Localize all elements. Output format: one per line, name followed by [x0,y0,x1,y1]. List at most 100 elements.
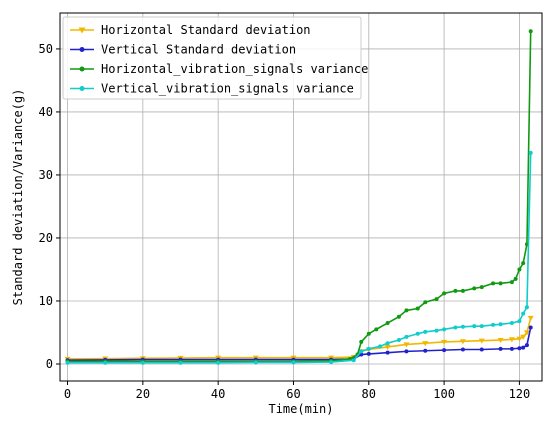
data-point [384,344,391,350]
x-tick-label: 40 [211,387,225,401]
data-point [441,339,448,345]
data-point [528,325,533,330]
data-point [498,322,503,327]
data-point [359,339,364,344]
data-point [103,360,108,365]
data-point [528,150,533,155]
data-point [378,344,383,349]
data-point [498,346,503,351]
data-point [527,315,534,321]
data-point [524,305,529,310]
legend: Horizontal Standard deviation Vertical St… [62,16,368,100]
y-tick-label: 30 [39,168,53,182]
data-point [491,322,496,327]
data-point [521,311,526,316]
data-point [385,321,390,326]
series-1 [64,315,534,362]
x-tick-label: 20 [136,387,150,401]
data-point [479,285,484,290]
data-point [460,288,465,293]
data-point [513,276,518,281]
data-point [498,281,503,286]
data-point [366,351,371,356]
data-point [523,330,530,336]
data-point [396,338,401,343]
data-point [472,286,477,291]
data-point [497,337,504,344]
data-point [434,328,439,333]
data-point [509,321,514,326]
data-point [415,331,420,336]
data-point [517,319,522,324]
data-point [329,360,334,365]
data-point [396,314,401,319]
ticks: 0 20 40 60 80 100 120 0 10 20 30 40 50 [39,42,531,401]
x-tick-label: 60 [286,387,300,401]
data-point [79,66,85,72]
data-point [178,360,183,365]
series-line [67,317,532,360]
legend-entry: Horizontal Standard deviation [70,23,311,37]
legend-entry: Vertical Standard deviation [70,43,296,57]
data-point [79,47,85,52]
y-tick-label: 10 [39,294,53,308]
data-point [351,358,356,363]
data-point [403,342,410,348]
data-point [359,349,364,354]
data-point [374,327,379,332]
legend-entry: Vertical_vibration_signals variance [70,82,354,96]
y-tick-label: 50 [39,42,53,56]
legend-box [62,16,362,100]
data-point [434,297,439,302]
data-point [422,341,429,347]
y-axis-label: Standard deviation/Variance(g) [11,89,25,306]
data-point [479,324,484,329]
data-point [516,336,523,342]
data-point [385,350,390,355]
data-point [253,360,258,365]
data-point [517,267,522,272]
data-point [479,347,484,352]
data-point [291,360,296,365]
data-point [528,29,533,34]
data-point [442,348,447,353]
x-axis-label: Time(min) [268,402,333,416]
plot-frame [59,12,543,382]
series-layer [64,29,534,365]
data-point [442,291,447,296]
data-point [404,334,409,339]
legend-label: Vertical_vibration_signals variance [101,82,354,96]
series-4 [65,150,533,365]
data-point [508,337,515,343]
series-line [67,327,532,362]
data-point [140,360,145,365]
data-point [509,346,514,351]
data-point [423,348,428,353]
x-tick-label: 80 [362,387,376,401]
data-point [423,329,428,334]
data-point [423,300,428,305]
data-point [366,346,371,351]
data-point [216,360,221,365]
data-point [520,334,527,340]
data-point [460,324,465,329]
legend-entry: Horizontal_vibration_signals variance [70,62,368,76]
data-point [524,343,529,348]
data-point [78,27,86,34]
legend-label: Vertical Standard deviation [101,43,296,57]
legend-label: Horizontal_vibration_signals variance [101,62,368,76]
y-tick-label: 0 [46,357,53,371]
data-point [366,331,371,336]
x-tick-label: 120 [509,387,531,401]
data-point [491,281,496,286]
data-point [404,308,409,313]
series-2 [65,325,533,363]
data-point [517,346,522,351]
data-point [472,324,477,329]
data-point [521,345,526,350]
data-point [404,349,409,354]
y-tick-label: 20 [39,231,53,245]
series-line [67,152,532,364]
x-tick-label: 100 [433,387,455,401]
